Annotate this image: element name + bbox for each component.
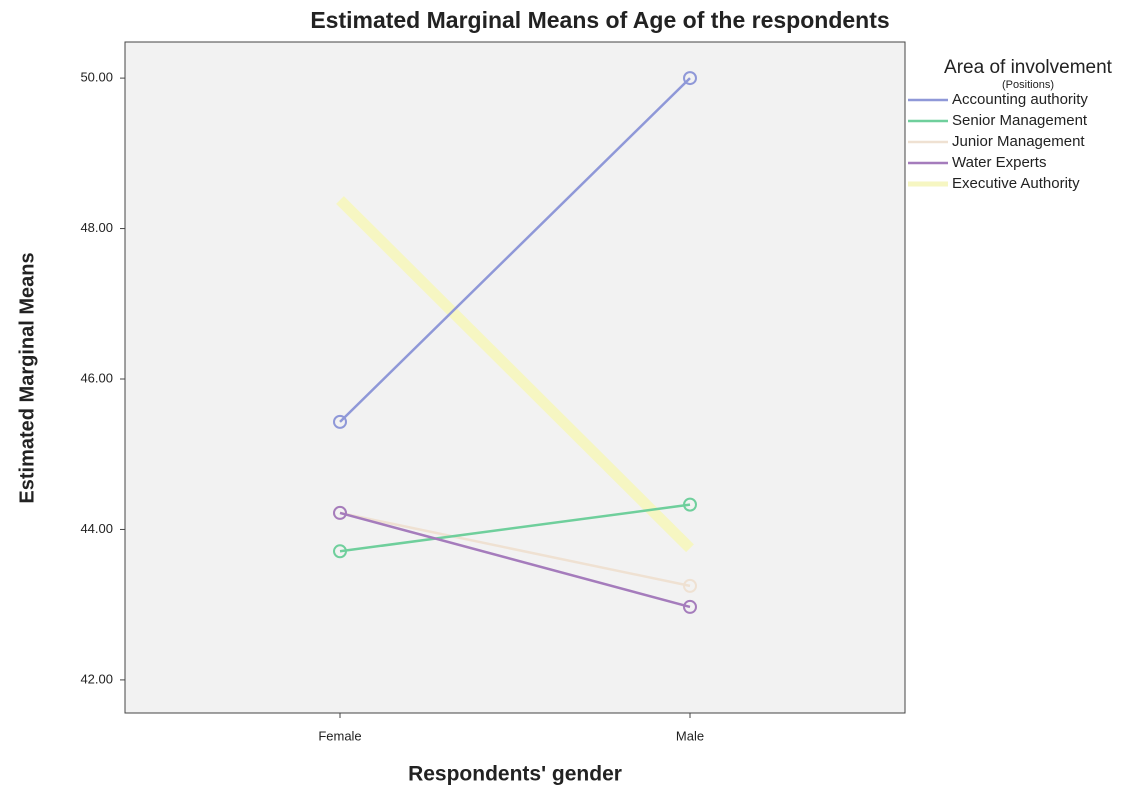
x-tick-label: Female — [318, 728, 361, 743]
y-tick-label: 44.00 — [80, 521, 113, 536]
series-line — [339, 77, 691, 423]
data-point — [333, 505, 347, 520]
legend-label: Water Experts — [952, 154, 1046, 171]
legend-label: Senior Management — [952, 112, 1088, 129]
data-point — [683, 599, 697, 614]
series-line — [339, 511, 691, 588]
data-point — [333, 414, 347, 429]
legend-subtitle: (Positions) — [1002, 79, 1054, 91]
y-tick-label: 46.00 — [80, 370, 113, 385]
data-point — [683, 71, 697, 86]
legend-label: Executive Authority — [952, 175, 1080, 192]
legend-label: Accounting authority — [952, 91, 1088, 108]
series-line — [339, 511, 691, 609]
data-point — [683, 578, 697, 593]
series-line — [336, 196, 694, 553]
y-axis-label: Estimated Marginal Means — [16, 252, 38, 503]
x-tick-label: Male — [676, 728, 704, 743]
series-line — [339, 503, 691, 553]
x-axis-label: Respondents' gender — [408, 763, 622, 786]
data-point — [683, 497, 697, 512]
y-tick-label: 48.00 — [80, 220, 113, 235]
chart-title: Estimated Marginal Means of Age of the r… — [310, 7, 889, 33]
data-point — [333, 544, 347, 559]
y-tick-label: 42.00 — [80, 671, 113, 686]
legend-title: Area of involvement — [944, 57, 1113, 78]
y-tick-label: 50.00 — [80, 70, 113, 85]
legend-label: Junior Management — [952, 133, 1085, 150]
